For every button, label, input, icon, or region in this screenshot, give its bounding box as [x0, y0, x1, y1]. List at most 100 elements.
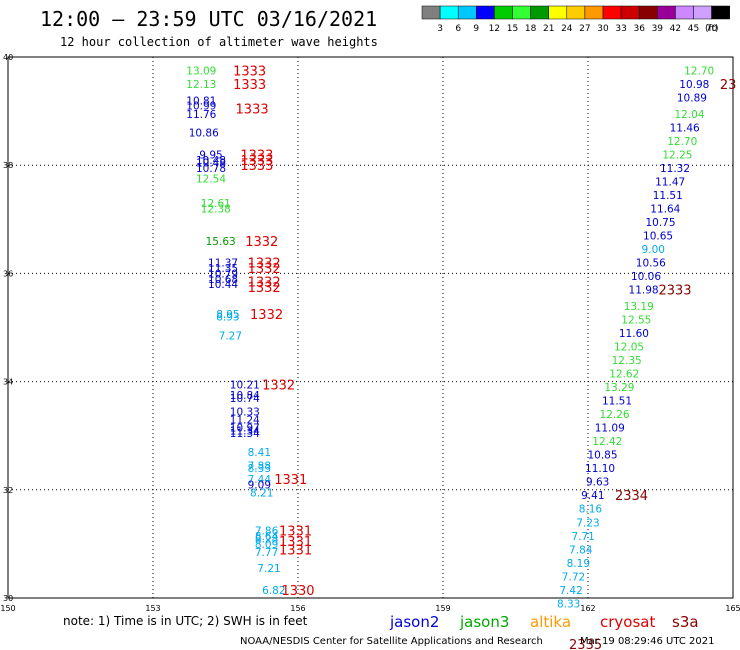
scale-swatch [566, 5, 586, 20]
legend-item-jason2: jason2 [389, 613, 439, 631]
wave-height-label: 11.34 [230, 425, 260, 437]
wave-height-label: 10.48 [196, 157, 226, 169]
scale-label: 27 [579, 24, 590, 34]
chart-title: 12:00 – 23:59 UTC 03/16/2021 [40, 7, 377, 31]
scale-label: 3 [437, 24, 443, 34]
x-tick-label: 162 [580, 604, 595, 613]
wave-height-label: 11.34 [230, 428, 260, 440]
wave-height-label: 8.93 [216, 312, 239, 324]
scale-label: 9 [473, 24, 479, 34]
time-label: 1331 [279, 524, 312, 539]
wave-height-label: 11.60 [619, 328, 649, 340]
wave-height-label: 8.33 [557, 598, 580, 610]
wave-height-label: 12.05 [614, 341, 644, 353]
scale-swatch [457, 5, 477, 20]
scale-label: 39 [652, 24, 664, 34]
x-tick-label: 165 [725, 604, 740, 613]
wave-height-label: 12.13 [186, 79, 216, 91]
wave-height-label: 12.38 [201, 203, 231, 215]
time-label: 1333 [240, 154, 273, 169]
wave-height-label: 9.41 [581, 490, 604, 502]
wave-height-label: 10.75 [645, 217, 675, 229]
wave-height-label: 8.09 [255, 539, 278, 551]
time-label: 1330 [281, 584, 314, 599]
time-label: 2333 [658, 284, 691, 299]
wave-height-label: 10.33 [230, 406, 260, 418]
wave-height-label: 11.09 [595, 423, 625, 435]
wave-height-label: 12.25 [662, 149, 692, 161]
wave-height-label: 10.89 [677, 93, 707, 105]
scale-swatch [693, 5, 712, 20]
scale-swatch [657, 5, 676, 20]
wave-height-label: 8.19 [567, 558, 590, 570]
time-label: 1333 [233, 65, 266, 80]
time-label: 1333 [240, 148, 273, 163]
y-tick-label: 40 [3, 53, 13, 62]
scale-label: 21 [543, 24, 554, 34]
scale-label: 6 [455, 24, 461, 34]
wave-height-label: 7.86 [255, 525, 279, 537]
wave-height-label: 13.29 [604, 382, 634, 394]
scale-label: 45 [688, 24, 699, 34]
wave-height-label: 10.78 [196, 163, 226, 175]
scale-label: 33 [615, 24, 626, 34]
wave-height-label: 10.85 [587, 450, 617, 462]
wave-height-label: 10.86 [189, 128, 219, 140]
wave-height-label: 7.42 [559, 585, 582, 597]
scale-swatch [602, 5, 622, 20]
scale-swatch [512, 5, 531, 20]
wave-height-label: 8.64 [255, 531, 279, 543]
wave-height-label: 12.54 [196, 174, 226, 186]
wave-height-label: 11.32 [660, 163, 690, 175]
time-label: 1332 [248, 262, 281, 277]
wave-height-label: 10.06 [631, 271, 661, 283]
wave-height-label: 10.56 [636, 258, 666, 270]
timestamp-text: Mar 19 08:29:46 UTC 2021 [580, 636, 715, 647]
scale-label: 24 [561, 24, 573, 34]
y-tick-label: 30 [3, 594, 13, 603]
legend-item-s3a: s3a [672, 613, 699, 631]
scale-swatch [638, 5, 658, 20]
credit-text: NOAA/NESDIS Center for Satellite Applica… [240, 636, 543, 647]
time-label: 1332 [248, 276, 281, 291]
scale-label: 18 [525, 24, 537, 34]
legend-item-jason3: jason3 [459, 613, 509, 631]
wave-height-label: 12.35 [612, 355, 642, 367]
scale-swatch [548, 5, 568, 20]
wave-height-label: 11.51 [602, 396, 632, 408]
scale-swatch [584, 5, 604, 20]
time-label: 1333 [233, 78, 266, 93]
scale-label: 30 [597, 24, 609, 34]
axis-ticks: 150 153 156 159 162 165 30 32 34 36 38 40 [0, 53, 740, 613]
time-label: 2334 [615, 489, 648, 504]
wave-height-label: 9.63 [586, 477, 609, 489]
time-label: 1333 [240, 159, 273, 174]
wave-height-label: 13.09 [186, 66, 216, 78]
scale-label: 15 [507, 24, 518, 34]
time-label: 1331 [274, 473, 307, 488]
wave-height-label: 11.37 [208, 258, 238, 270]
scale-label: 36 [633, 24, 645, 34]
wave-height-label: 11.24 [230, 414, 260, 426]
wave-height-label: 8.16 [579, 504, 603, 516]
wave-height-label: 10.97 [230, 423, 260, 435]
wave-height-label: 10.81 [186, 95, 216, 107]
wave-height-label: 7.72 [562, 571, 585, 583]
wave-height-label: 11.47 [655, 176, 685, 188]
x-tick-label: 150 [0, 604, 15, 613]
wave-height-label: 10.44 [208, 279, 238, 291]
wave-height-label: 11.10 [585, 463, 615, 475]
wave-height-label: 11.46 [670, 122, 700, 134]
wave-height-label: 7.44 [248, 474, 272, 486]
x-tick-label: 153 [145, 604, 160, 613]
y-tick-label: 32 [3, 486, 13, 495]
wave-height-label: 7.21 [257, 563, 280, 575]
wave-height-label: 10.98 [679, 79, 709, 91]
wave-height-label: 10.68 [208, 274, 238, 286]
satellite-legend: jason2 jason3 altika cryosat s3a [389, 613, 699, 631]
scale-swatch [530, 5, 549, 20]
data-points: 13.0912.1310.8110.9911.7610.869.9510.481… [186, 66, 714, 611]
plot-frame [7, 56, 734, 599]
wave-height-label: 12.04 [674, 109, 704, 121]
